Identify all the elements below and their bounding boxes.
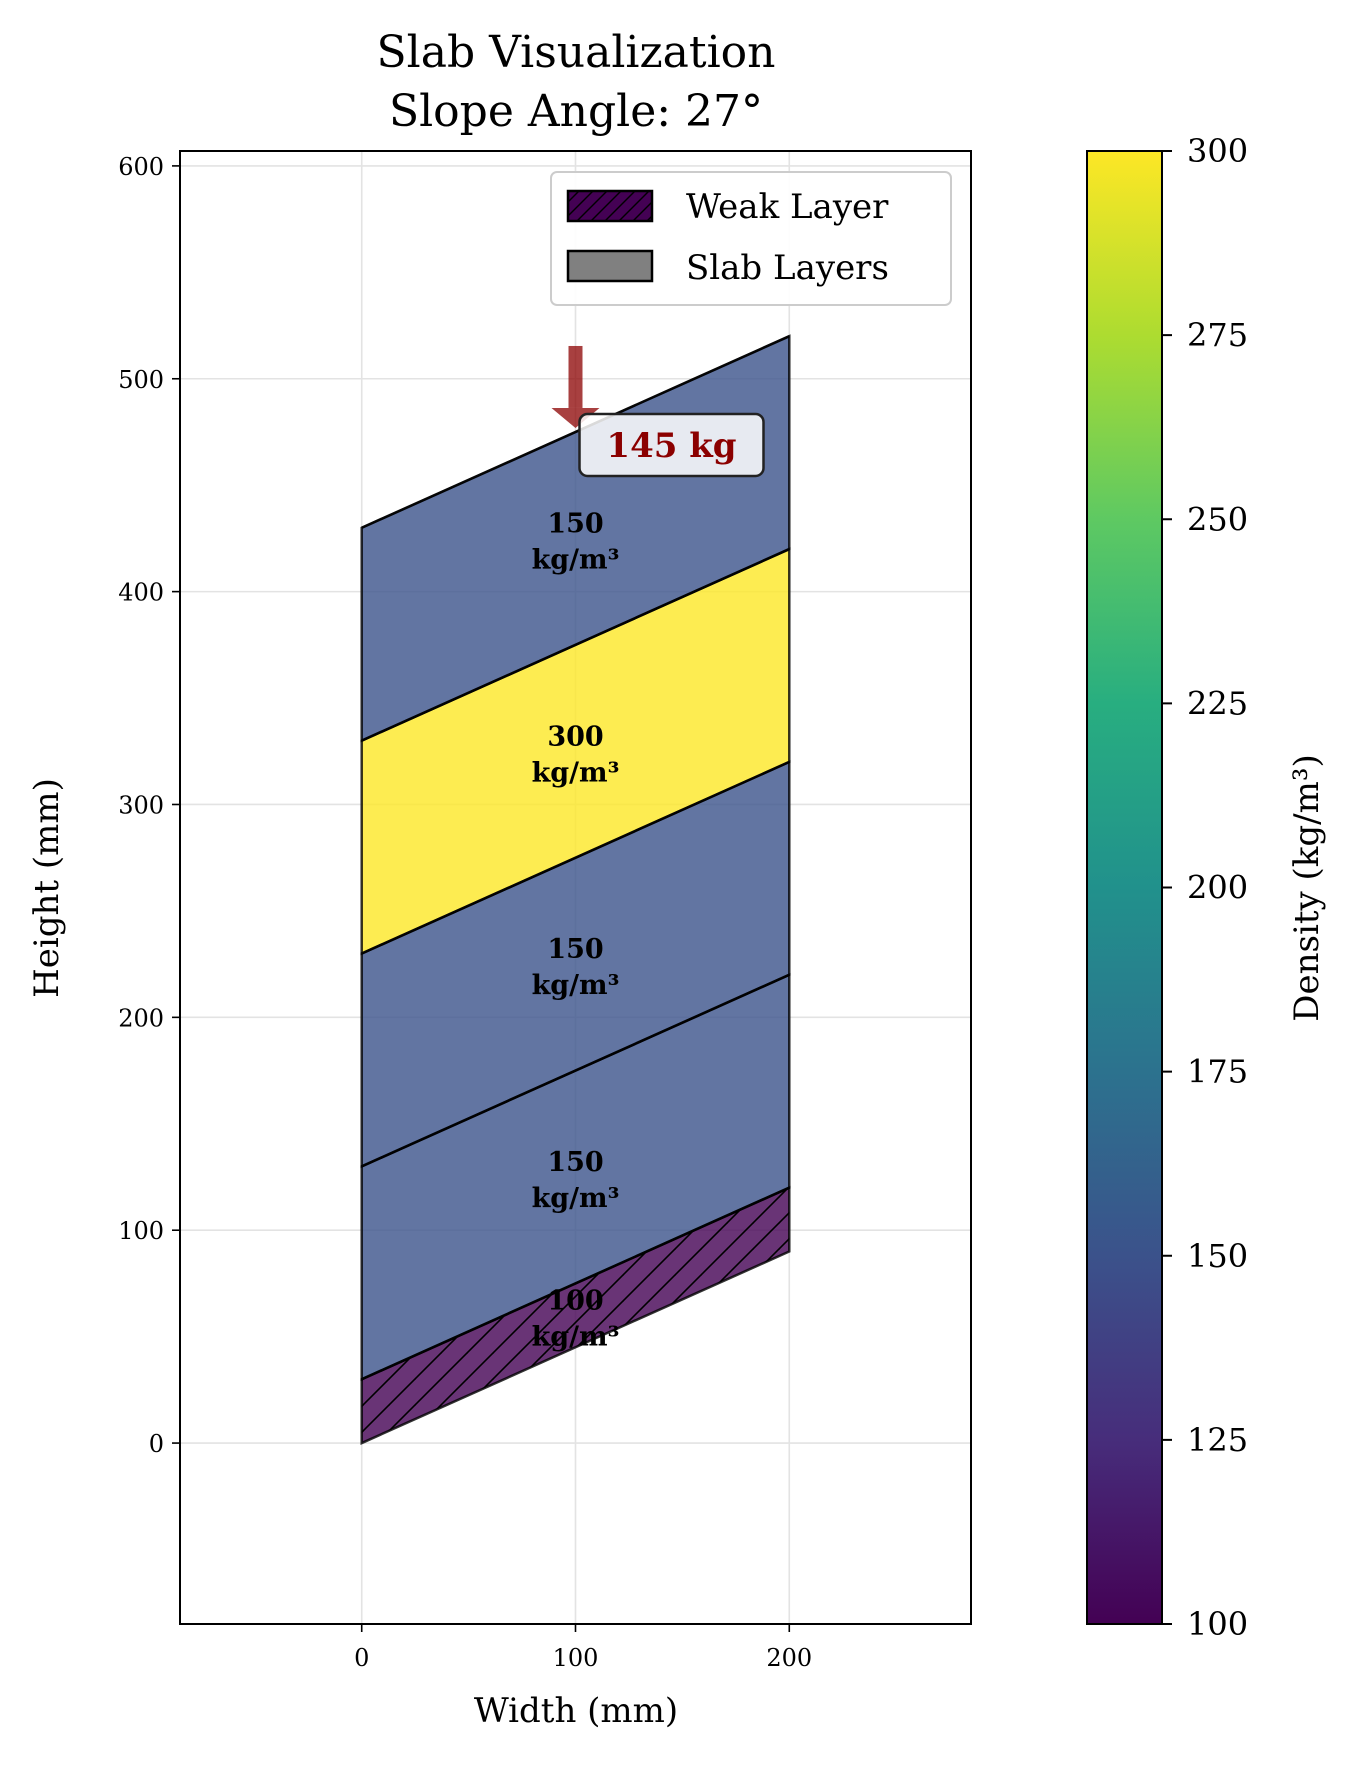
layer-boundary <box>361 973 790 1168</box>
y-axis-label: Height (mm) <box>27 778 67 998</box>
layer-density-unit: kg/m³ <box>532 970 620 1001</box>
x-tick-label: 0 <box>354 1644 369 1672</box>
y-tick-label: 500 <box>118 366 164 394</box>
colorbar-tick-label: 225 <box>1187 684 1248 722</box>
layer-density-unit: kg/m³ <box>532 757 620 788</box>
slab-layers <box>360 334 791 1445</box>
layer-density-value: 100 <box>547 1285 603 1316</box>
layer-boundary <box>361 760 790 955</box>
legend-swatch-weak-layer-hatch <box>566 189 654 223</box>
axis-ticks: 0 100 200 0 100 200 300 400 500 600 <box>118 153 812 1672</box>
layer-density-unit: kg/m³ <box>532 1321 620 1352</box>
legend-swatch-slab-layers <box>566 249 654 283</box>
load-arrow-shaft <box>568 345 583 408</box>
colorbar-tick-label: 125 <box>1187 1421 1248 1459</box>
load-indicator: 145 kg <box>551 345 765 478</box>
layer-boundary <box>361 1186 790 1381</box>
weak-layer-hatch <box>361 1187 790 1444</box>
layer-boundary <box>361 335 790 529</box>
plot-area: 100 kg/m³ 150 kg/m³ 150 kg/m³ 300 kg/m³ 150 kg/m³… <box>118 150 972 1672</box>
layer-density-unit: kg/m³ <box>532 1183 620 1214</box>
colorbar-tick-label: 275 <box>1187 316 1248 354</box>
colorbar-tick-label: 150 <box>1187 1237 1248 1275</box>
colorbar: 100 125 150 175 200 225 250 275 300 Density (kg/… <box>1086 132 1327 1643</box>
y-tick-label: 400 <box>118 579 164 607</box>
y-tick-label: 100 <box>118 1217 164 1245</box>
colorbar-gradient <box>1086 150 1163 1625</box>
load-label: 145 kg <box>606 426 736 466</box>
y-tick-label: 0 <box>149 1430 164 1458</box>
chart-subtitle: Slope Angle: 27° <box>389 86 763 137</box>
colorbar-tick-label: 250 <box>1187 500 1248 538</box>
chart-title: Slab Visualization <box>377 27 776 78</box>
legend-label-weak-layer: Weak Layer <box>686 187 889 227</box>
colorbar-tick-label: 100 <box>1187 1605 1248 1643</box>
layer-density-value: 300 <box>547 721 603 752</box>
layer-density-value: 150 <box>547 934 603 965</box>
layer-density-labels: 100 kg/m³ 150 kg/m³ 150 kg/m³ 300 kg/m³ 150 kg/m³ <box>532 508 620 1352</box>
layer-density-value: 150 <box>547 1147 603 1178</box>
colorbar-ticks: 100 125 150 175 200 225 250 275 300 <box>1162 132 1248 1643</box>
y-tick-label: 600 <box>118 153 164 181</box>
layer-density-unit: kg/m³ <box>532 544 620 575</box>
x-tick-label: 100 <box>553 1644 599 1672</box>
layer-boundary <box>361 547 790 742</box>
x-axis-label: Width (mm) <box>474 1691 678 1731</box>
colorbar-tick-label: 200 <box>1187 869 1248 907</box>
colorbar-label: Density (kg/m³) <box>1287 754 1327 1022</box>
colorbar-tick-label: 175 <box>1187 1053 1248 1091</box>
legend: Weak Layer Slab Layers <box>550 171 952 306</box>
layer-density-value: 150 <box>547 508 603 539</box>
y-tick-label: 300 <box>118 791 164 819</box>
colorbar-tick-label: 300 <box>1187 132 1248 170</box>
legend-label-slab-layers: Slab Layers <box>686 248 889 288</box>
y-tick-label: 200 <box>118 1004 164 1032</box>
load-label-box <box>578 412 765 478</box>
x-tick-label: 200 <box>766 1644 812 1672</box>
